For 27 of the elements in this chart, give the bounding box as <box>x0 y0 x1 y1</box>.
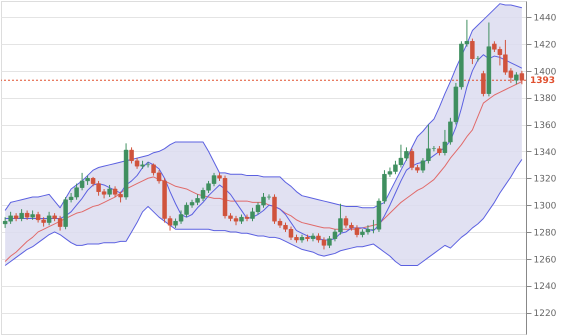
y-tick-label: 1380 <box>534 94 557 104</box>
candlestick <box>46 211 52 226</box>
y-tick-label: 1280 <box>534 228 557 238</box>
line-series <box>4 3 522 211</box>
line-series <box>4 158 522 266</box>
candlestick <box>239 214 244 224</box>
y-tick-label: 1300 <box>534 202 557 212</box>
candlestick <box>470 38 475 65</box>
y-tick-label: 1440 <box>534 14 557 24</box>
ref-line-label: 1393 <box>530 76 556 86</box>
candlestick <box>481 70 486 97</box>
candlestick <box>514 72 519 85</box>
candlestick <box>520 70 524 85</box>
candlestick <box>24 210 30 220</box>
candlestick <box>30 210 35 220</box>
y-tick-label: 1240 <box>534 282 557 292</box>
line-series <box>4 81 522 262</box>
y-tick-label: 1260 <box>534 255 557 266</box>
candlestick <box>437 146 442 156</box>
y-tick-label: 1340 <box>534 148 557 158</box>
y-tick-label: 1320 <box>534 174 557 185</box>
y-tick-label: 1220 <box>534 309 557 320</box>
candlestick <box>19 208 24 222</box>
candlestick <box>107 184 112 198</box>
y-tick-label: 1360 <box>534 121 557 132</box>
y-tick-label: 1420 <box>534 40 557 50</box>
y-tick-label: 1400 <box>534 67 557 78</box>
